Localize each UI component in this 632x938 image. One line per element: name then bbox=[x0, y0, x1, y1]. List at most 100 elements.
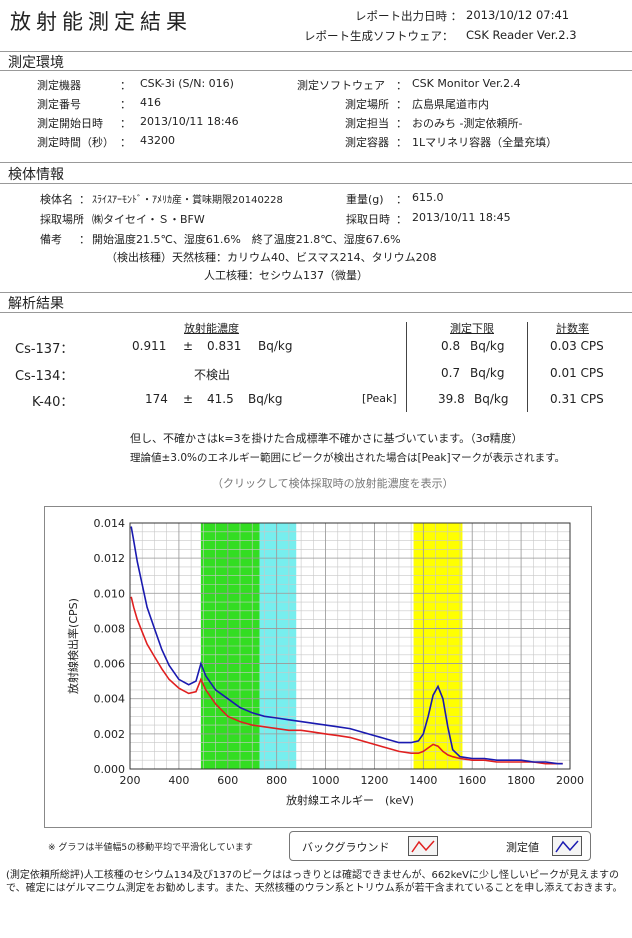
page-title: 放射能測定結果 bbox=[10, 10, 192, 34]
nuclide-k40: K-40： bbox=[32, 395, 74, 410]
y-tick-label: 0.010 bbox=[94, 587, 126, 600]
plot-border bbox=[129, 522, 571, 770]
count-rate: 0.01 CPS bbox=[550, 366, 604, 380]
sw-value: CSK Monitor Ver.2.4 bbox=[412, 77, 521, 90]
series-line bbox=[130, 526, 563, 765]
vessel-label: 測定容器 bbox=[345, 136, 389, 149]
number-label: 測定番号 bbox=[37, 98, 81, 111]
count-rate: 0.31 CPS bbox=[550, 392, 604, 406]
uncertainty-note: 但し、不確かさはk=3を掛けた合成標準不確かさに基づいています。（3σ精度） bbox=[130, 432, 523, 445]
sample-name-value: ｽﾗｲｽｱｰﾓﾝﾄﾞ・ｱﾒﾘｶ産・賞味期限20140228 bbox=[92, 195, 283, 206]
device-label: 測定機器 bbox=[37, 79, 81, 92]
place-value: 広島県尾道市内 bbox=[412, 98, 489, 111]
x-tick-label: 400 bbox=[168, 774, 189, 787]
legend-background-label: バックグラウンド bbox=[302, 841, 390, 854]
x-axis-label: 放射線エネルギー (keV) bbox=[286, 793, 414, 807]
limit-value: 0.8 bbox=[441, 339, 461, 353]
note-line3: 人工核種：セシウム137（微量） bbox=[204, 269, 368, 282]
report-time-label: レポート出力日時 ： bbox=[355, 9, 463, 23]
y-tick-label: 0.004 bbox=[94, 693, 126, 706]
start-value: 2013/10/11 18:46 bbox=[140, 115, 239, 128]
report-software-label: レポート生成ソフトウェア： bbox=[304, 29, 454, 43]
peak-badge: [Peak] bbox=[362, 392, 397, 405]
divider bbox=[0, 162, 632, 163]
smoothing-note: ※ グラフは半値幅5の移動平均で平滑化しています bbox=[48, 843, 253, 853]
x-tick-label: 1600 bbox=[458, 774, 486, 787]
person-value: おのみち -測定依頼所- bbox=[412, 117, 523, 130]
weight-label: 重量(g) bbox=[346, 193, 384, 206]
plus-minus: ± bbox=[183, 392, 194, 406]
x-tick-label: 1000 bbox=[312, 774, 340, 787]
col-conc-header: 放射能濃度 bbox=[184, 322, 239, 335]
place-label: 測定場所 bbox=[345, 98, 389, 111]
nuclide-cs134: Cs-134： bbox=[15, 369, 74, 384]
click-to-show-link[interactable]: （クリックして検体採取時の放射能濃度を表示） bbox=[212, 477, 454, 490]
device-value: CSK-3i (S/N: 016) bbox=[140, 77, 234, 90]
limit-value: 0.7 bbox=[441, 366, 461, 380]
divider bbox=[0, 292, 632, 293]
x-tick-label: 1400 bbox=[409, 774, 437, 787]
y-tick-label: 0.006 bbox=[94, 658, 126, 671]
note-line1: 開始温度21.5℃、湿度61.6% 終了温度21.8℃、湿度67.6% bbox=[92, 233, 401, 246]
note-line2: （検出核種）天然核種：カリウム40、ビスマス214、タリウム208 bbox=[106, 251, 437, 264]
report-time-value: 2013/10/12 07:41 bbox=[466, 8, 570, 22]
conc-value: 0.911 bbox=[132, 339, 167, 353]
spectrum-chart-frame: 200 400 600 800 1000 1200 1400 1600 1800 2000 0.00… bbox=[44, 506, 592, 828]
column-divider bbox=[527, 322, 528, 412]
person-label: 測定担当 bbox=[345, 117, 389, 130]
section-env-title: 測定環境 bbox=[8, 55, 64, 71]
y-tick-label: 0.000 bbox=[94, 763, 126, 776]
divider bbox=[0, 312, 632, 313]
count-rate: 0.03 CPS bbox=[550, 339, 604, 353]
col-rate-header: 計数率 bbox=[556, 322, 589, 335]
conc-unit: Bq/kg bbox=[258, 339, 293, 353]
y-tick-label: 0.014 bbox=[94, 517, 126, 530]
divider bbox=[0, 183, 632, 184]
spectrum-chart: 200 400 600 800 1000 1200 1400 1600 1800 2000 0.00… bbox=[66, 517, 584, 807]
conc-value: 174 bbox=[145, 392, 168, 406]
divider bbox=[0, 70, 632, 71]
x-tick-label: 800 bbox=[266, 774, 287, 787]
vessel-value: 1Lマリネリ容器（全量充填） bbox=[412, 136, 558, 149]
weight-value: 615.0 bbox=[412, 191, 444, 204]
number-value: 416 bbox=[140, 96, 161, 109]
x-tick-label: 200 bbox=[120, 774, 141, 787]
time-label: 測定時間（秒） bbox=[37, 136, 114, 149]
y-axis-label: 放射線検出率(CPS) bbox=[66, 598, 80, 694]
collect-date-label: 採取日時 bbox=[346, 213, 390, 226]
conc-error: 41.5 bbox=[207, 392, 234, 406]
requester-comment: (測定依頼所総評)人工核種のセシウム134及び137のピークははっきりとは確認で… bbox=[6, 870, 623, 894]
start-label: 測定開始日時 bbox=[37, 117, 103, 130]
x-tick-label: 600 bbox=[217, 774, 238, 787]
x-tick-label: 2000 bbox=[556, 774, 584, 787]
x-tick-label: 1800 bbox=[507, 774, 535, 787]
legend-measured-swatch bbox=[552, 836, 582, 856]
x-tick-label: 1200 bbox=[360, 774, 388, 787]
limit-unit: Bq/kg bbox=[474, 392, 509, 406]
peak-note: 理論値±3.0%のエネルギー範囲にピークが検出された場合は[Peak]マークが表… bbox=[130, 452, 566, 464]
limit-value: 39.8 bbox=[438, 392, 465, 406]
column-divider bbox=[406, 322, 407, 412]
divider bbox=[0, 51, 632, 52]
report-software-value: CSK Reader Ver.2.3 bbox=[466, 28, 577, 42]
limit-unit: Bq/kg bbox=[470, 366, 505, 380]
section-analysis-title: 解析結果 bbox=[8, 296, 64, 312]
conc-unit: Bq/kg bbox=[248, 392, 283, 406]
conc-error: 0.831 bbox=[207, 339, 242, 353]
chart-legend: バックグラウンド 測定値 bbox=[289, 831, 591, 861]
nuclide-cs137: Cs-137： bbox=[15, 342, 74, 357]
y-tick-label: 0.008 bbox=[94, 622, 126, 635]
plus-minus: ± bbox=[183, 339, 194, 353]
legend-measured-label: 測定値 bbox=[506, 841, 539, 854]
col-limit-header: 測定下限 bbox=[450, 322, 494, 335]
y-tick-label: 0.002 bbox=[94, 728, 126, 741]
conc-value: 不検出 bbox=[194, 368, 231, 382]
time-value: 43200 bbox=[140, 134, 175, 147]
sample-name-label: 検体名 bbox=[40, 193, 73, 206]
limit-unit: Bq/kg bbox=[470, 339, 505, 353]
y-tick-label: 0.012 bbox=[94, 552, 126, 565]
sw-label: 測定ソフトウェア bbox=[297, 79, 385, 92]
series-line bbox=[130, 596, 563, 765]
collect-place-label: 採取場所 bbox=[40, 213, 84, 226]
note-label: 備考 bbox=[40, 233, 62, 246]
